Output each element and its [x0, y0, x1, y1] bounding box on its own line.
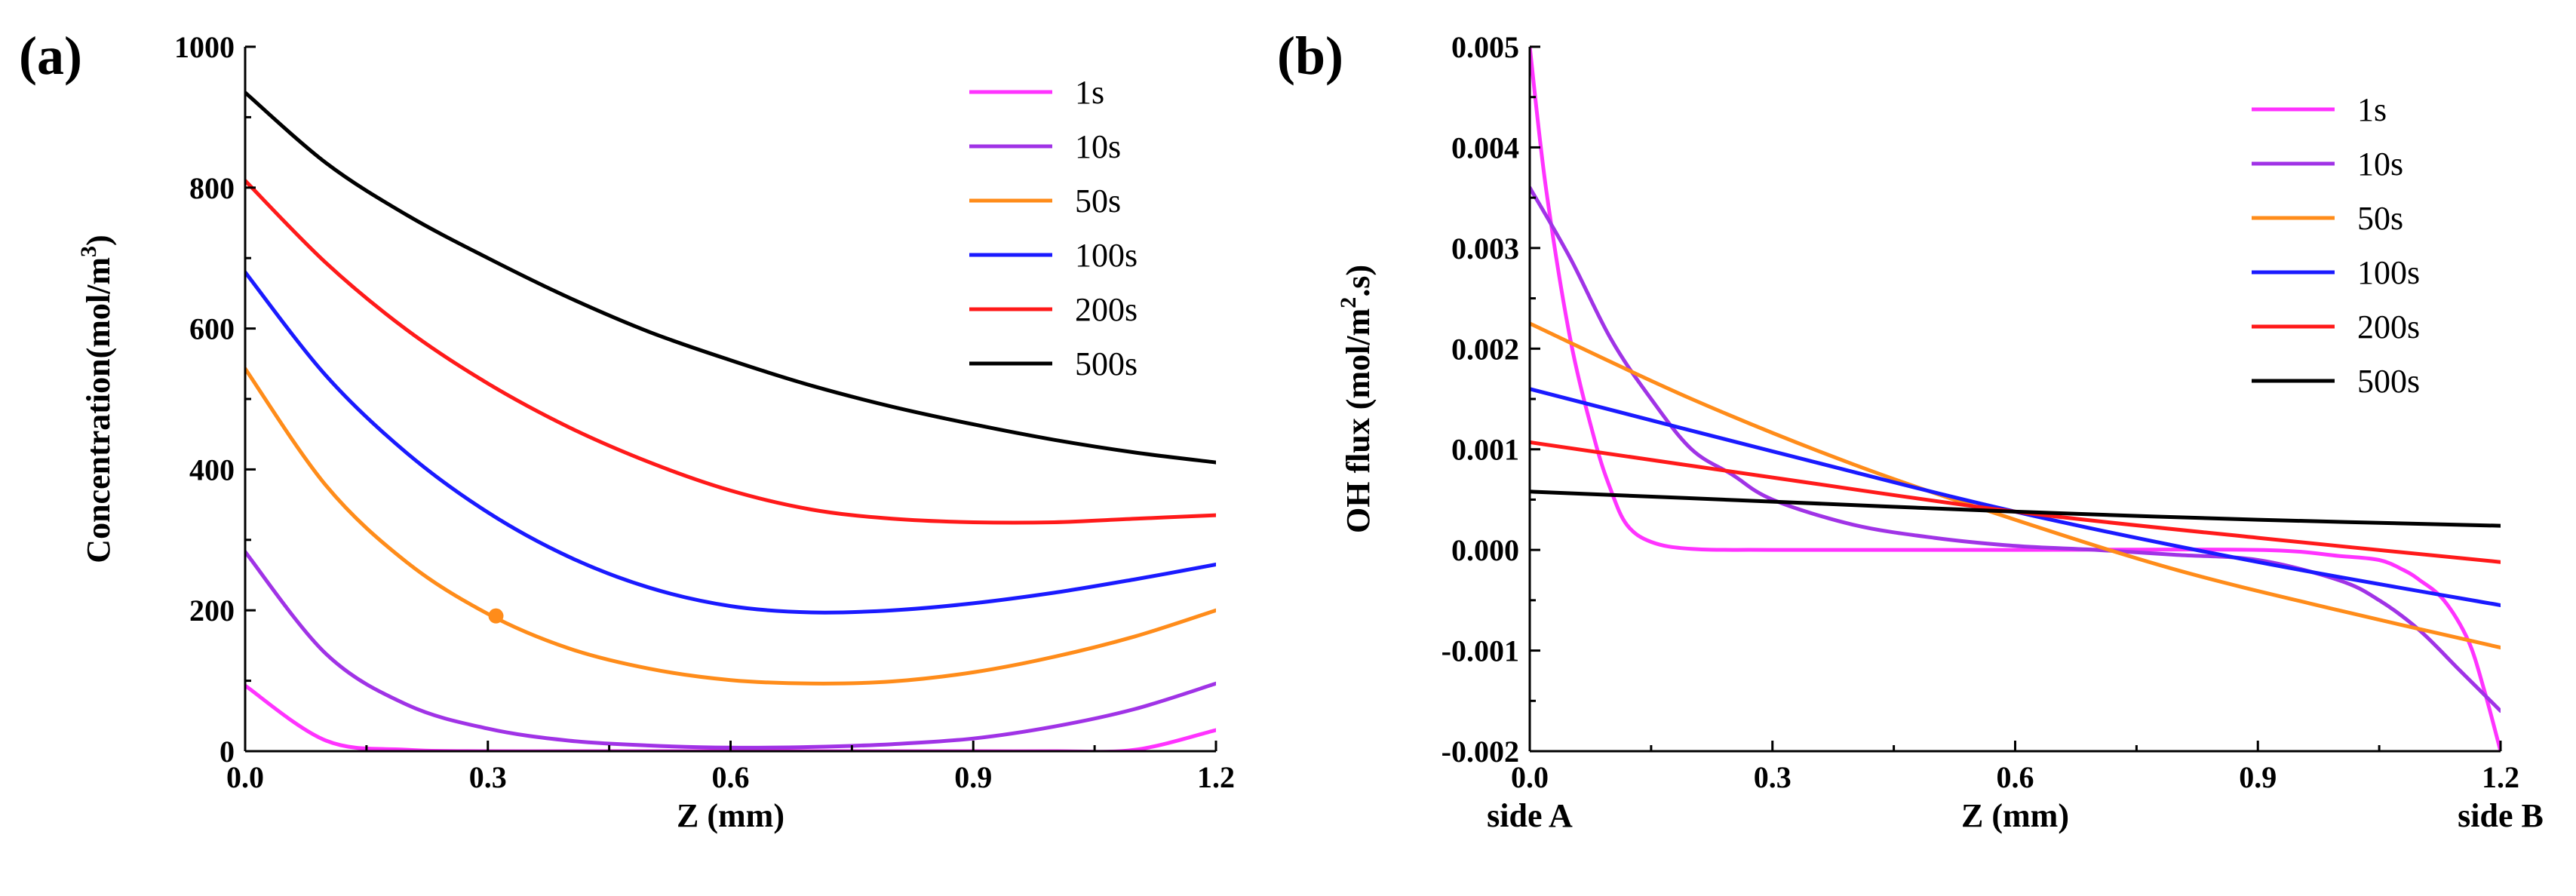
series-lines: [1530, 47, 2501, 751]
y-tick-label: -0.001: [1442, 634, 1519, 668]
y-axis-label: OH flux (mol/m2.s): [1336, 265, 1377, 533]
x-tick-label: 1.2: [2482, 760, 2519, 794]
y-axis-label: Concentration(mol/m3): [76, 235, 117, 563]
legend-item-200s: 200s: [2252, 308, 2420, 345]
side-b-label: side B: [2458, 797, 2544, 834]
y-tick-label: 0: [220, 735, 235, 769]
legend-label: 1s: [1075, 74, 1104, 111]
legend-label: 50s: [1075, 183, 1121, 219]
series-line-10s: [245, 550, 1216, 750]
y-tick-label: 0.005: [1451, 30, 1519, 64]
x-tick-label: 0.9: [2239, 760, 2277, 794]
series-line-10s: [1530, 186, 2501, 713]
y-tick-label: 0.002: [1451, 332, 1519, 366]
panel-label: (b): [1277, 26, 1343, 86]
legend-item-1s: 1s: [969, 74, 1104, 111]
y-tick-label: 1000: [174, 30, 235, 64]
legend-item-10s: 10s: [2252, 146, 2403, 183]
x-tick-label: 0.9: [954, 760, 992, 794]
x-tick-label: 0.3: [469, 760, 507, 794]
legend-label: 50s: [2357, 200, 2403, 237]
legend-item-100s: 100s: [969, 237, 1138, 274]
legend-label: 10s: [1075, 128, 1121, 165]
y-axis-label-main: Concentration(mol/m: [80, 257, 117, 563]
series-line-500s: [245, 91, 1216, 465]
chart-b: 0.0 0.3 0.6 0.9 1.2 -0.002 -0.001 0.000 0.001 0.0…: [1277, 26, 2544, 834]
legend-item-1s: 1s: [2252, 91, 2387, 128]
legend-item-500s: 500s: [2252, 363, 2420, 400]
legend: 1s 10s 50s 100s 200s 500s: [969, 74, 1138, 382]
legend: 1s 10s 50s 100s 200s 500s: [2252, 91, 2420, 400]
side-a-label: side A: [1487, 797, 1573, 834]
x-tick-label: 0.6: [712, 760, 750, 794]
y-tick-label: 0.000: [1451, 533, 1519, 567]
y-axis-label-tail: .s): [1340, 265, 1377, 297]
x-tick-label: 1.2: [1197, 760, 1235, 794]
legend-label: 100s: [2357, 254, 2420, 291]
series-line-50s: [1530, 321, 2501, 650]
legend-label: 100s: [1075, 237, 1138, 274]
x-tick-label: 0.3: [1754, 760, 1792, 794]
x-tick-label: 0.0: [1511, 760, 1549, 794]
series-line-100s: [245, 270, 1216, 615]
x-axis-label: Z (mm): [677, 797, 784, 834]
series-line-500s: [1530, 489, 2501, 528]
legend-item-200s: 200s: [969, 291, 1138, 328]
y-axis-label-main: OH flux (mol/m: [1340, 308, 1377, 533]
y-tick-label: 0.001: [1451, 433, 1519, 467]
chart-a: 0.0 0.3 0.6 0.9 1.2 0 200 400 600 800 1000 Z (mm) Co…: [19, 26, 1235, 834]
x-tick-label: 0.6: [1997, 760, 2034, 794]
y-axis-label-tail: ): [80, 235, 117, 246]
y-tick-label: 0.003: [1451, 232, 1519, 265]
legend-label: 500s: [1075, 345, 1138, 382]
series-line-200s: [245, 179, 1216, 525]
legend-item-50s: 50s: [969, 183, 1121, 219]
y-tick-label: 800: [189, 171, 235, 205]
y-axis-label-sup: 2: [1336, 297, 1361, 308]
y-axis-label-sup: 3: [76, 246, 101, 257]
series-line-1s: [1530, 47, 2501, 751]
legend-label: 10s: [2357, 146, 2403, 183]
legend-label: 200s: [1075, 291, 1138, 328]
y-tick-label: 600: [189, 312, 235, 346]
panel-label: (a): [19, 26, 82, 86]
legend-item-10s: 10s: [969, 128, 1121, 165]
legend-label: 200s: [2357, 308, 2420, 345]
y-tick-label: 400: [189, 453, 235, 486]
y-tick-label: 0.004: [1451, 130, 1519, 164]
y-tick-label: 200: [189, 594, 235, 628]
x-axis-label: Z (mm): [1961, 797, 2069, 834]
legend-item-500s: 500s: [969, 345, 1138, 382]
y-tick-label: -0.002: [1442, 735, 1519, 769]
legend-item-50s: 50s: [2252, 200, 2403, 237]
series-line-1s: [245, 683, 1216, 751]
series-lines: [245, 91, 1216, 751]
series-line-50s: [245, 367, 1216, 686]
legend-label: 500s: [2357, 363, 2420, 400]
x-tick-label: 0.0: [226, 760, 264, 794]
legend-label: 1s: [2357, 91, 2387, 128]
data-marker: [488, 608, 504, 624]
legend-item-100s: 100s: [2252, 254, 2420, 291]
